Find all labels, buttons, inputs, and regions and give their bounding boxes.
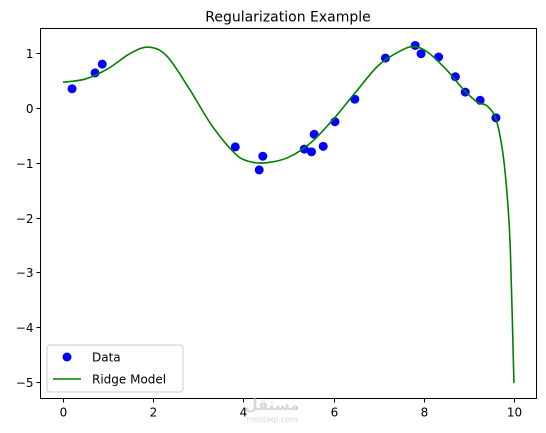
watermark-logo: مستقل — [245, 396, 300, 414]
series-group — [62, 40, 515, 384]
data-point — [230, 142, 240, 152]
y-tick-label: 1 — [26, 47, 34, 61]
data-point — [307, 147, 316, 157]
y-tick-label: −1 — [16, 157, 34, 171]
legend-label-ridge-model: Ridge Model — [92, 373, 166, 387]
y-tick-label: 0 — [26, 102, 34, 116]
x-tick-label: 8 — [421, 406, 429, 420]
x-tick-label: 0 — [60, 406, 68, 420]
legend-marker-data — [62, 352, 72, 362]
x-tick-label: 10 — [507, 406, 522, 420]
x-tick-label: 6 — [331, 406, 339, 420]
data-point — [410, 40, 420, 50]
data-point — [67, 84, 77, 94]
chart-title: Regularization Example — [205, 10, 371, 26]
data-point — [258, 151, 268, 161]
data-point — [90, 68, 100, 78]
data-point — [450, 72, 460, 82]
data-point — [97, 59, 107, 69]
watermark-site: mostaql.com — [246, 415, 298, 424]
plot-area — [62, 40, 515, 384]
series-line — [62, 45, 515, 384]
data-point — [416, 49, 426, 59]
data-point — [318, 141, 328, 151]
y-tick-label: −4 — [16, 321, 34, 335]
axes-frame — [40, 28, 537, 399]
legend-box — [46, 344, 184, 393]
y-tick-label: −2 — [16, 212, 34, 226]
y-tick-label: −5 — [16, 376, 34, 390]
x-tick-label: 2 — [150, 406, 158, 420]
data-point — [434, 52, 444, 62]
y-tick-label: −3 — [16, 266, 34, 280]
x-tick-label: 4 — [240, 406, 248, 420]
legend-label-data: Data — [92, 351, 121, 365]
legend: Data Ridge Model — [46, 344, 184, 393]
data-point — [380, 53, 390, 63]
data-point — [254, 165, 264, 175]
